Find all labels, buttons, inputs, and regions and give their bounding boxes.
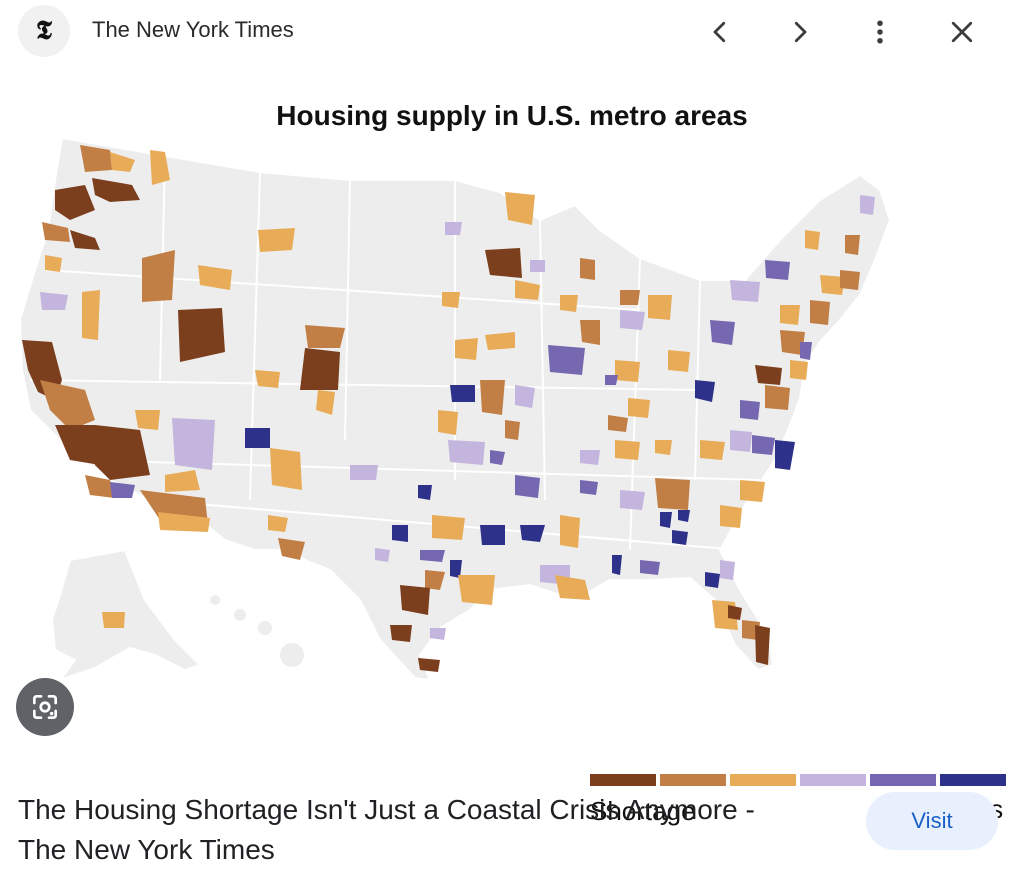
more-vert-icon: [877, 20, 883, 44]
alaska-shape: [50, 548, 202, 682]
preview-image[interactable]: Housing supply in U.S. metro areas: [0, 80, 1024, 826]
legend-swatch-1: [590, 774, 656, 786]
legend-label-shortage: Shortage: [590, 796, 696, 826]
chevron-right-icon: [794, 21, 807, 43]
previous-button[interactable]: [698, 10, 742, 54]
more-options-button[interactable]: [858, 10, 902, 54]
legend-swatch-4: [800, 774, 866, 786]
us-metro-map: [18, 136, 892, 682]
legend-swatch-3: [730, 774, 796, 786]
legend-swatch-6: [940, 774, 1006, 786]
metro-areas: [22, 145, 875, 672]
lens-icon: [33, 695, 57, 719]
result-title-link[interactable]: The Housing Shortage Isn't Just a Coasta…: [18, 790, 838, 870]
next-button[interactable]: [778, 10, 822, 54]
map-title: Housing supply in U.S. metro areas: [276, 100, 748, 131]
close-icon: [951, 21, 973, 43]
hawaii-shape: [210, 595, 304, 667]
result-title-line1: The Housing Shortage Isn't Just a Coasta…: [18, 794, 755, 825]
lens-button[interactable]: [16, 678, 74, 736]
legend-swatch-2: [660, 774, 726, 786]
chevron-left-icon: [713, 21, 726, 43]
result-title-line2: The New York Times: [18, 834, 275, 865]
visit-button[interactable]: Visit: [866, 792, 998, 850]
legend-swatch-5: [870, 774, 936, 786]
nyt-logo-glyph: 𝕿: [36, 15, 52, 46]
alaska-metro: [102, 612, 125, 628]
nyt-logo: 𝕿: [18, 5, 70, 57]
viewer-header: 𝕿 The New York Times: [0, 0, 1024, 64]
source-name[interactable]: The New York Times: [92, 17, 294, 42]
close-button[interactable]: [940, 10, 984, 54]
